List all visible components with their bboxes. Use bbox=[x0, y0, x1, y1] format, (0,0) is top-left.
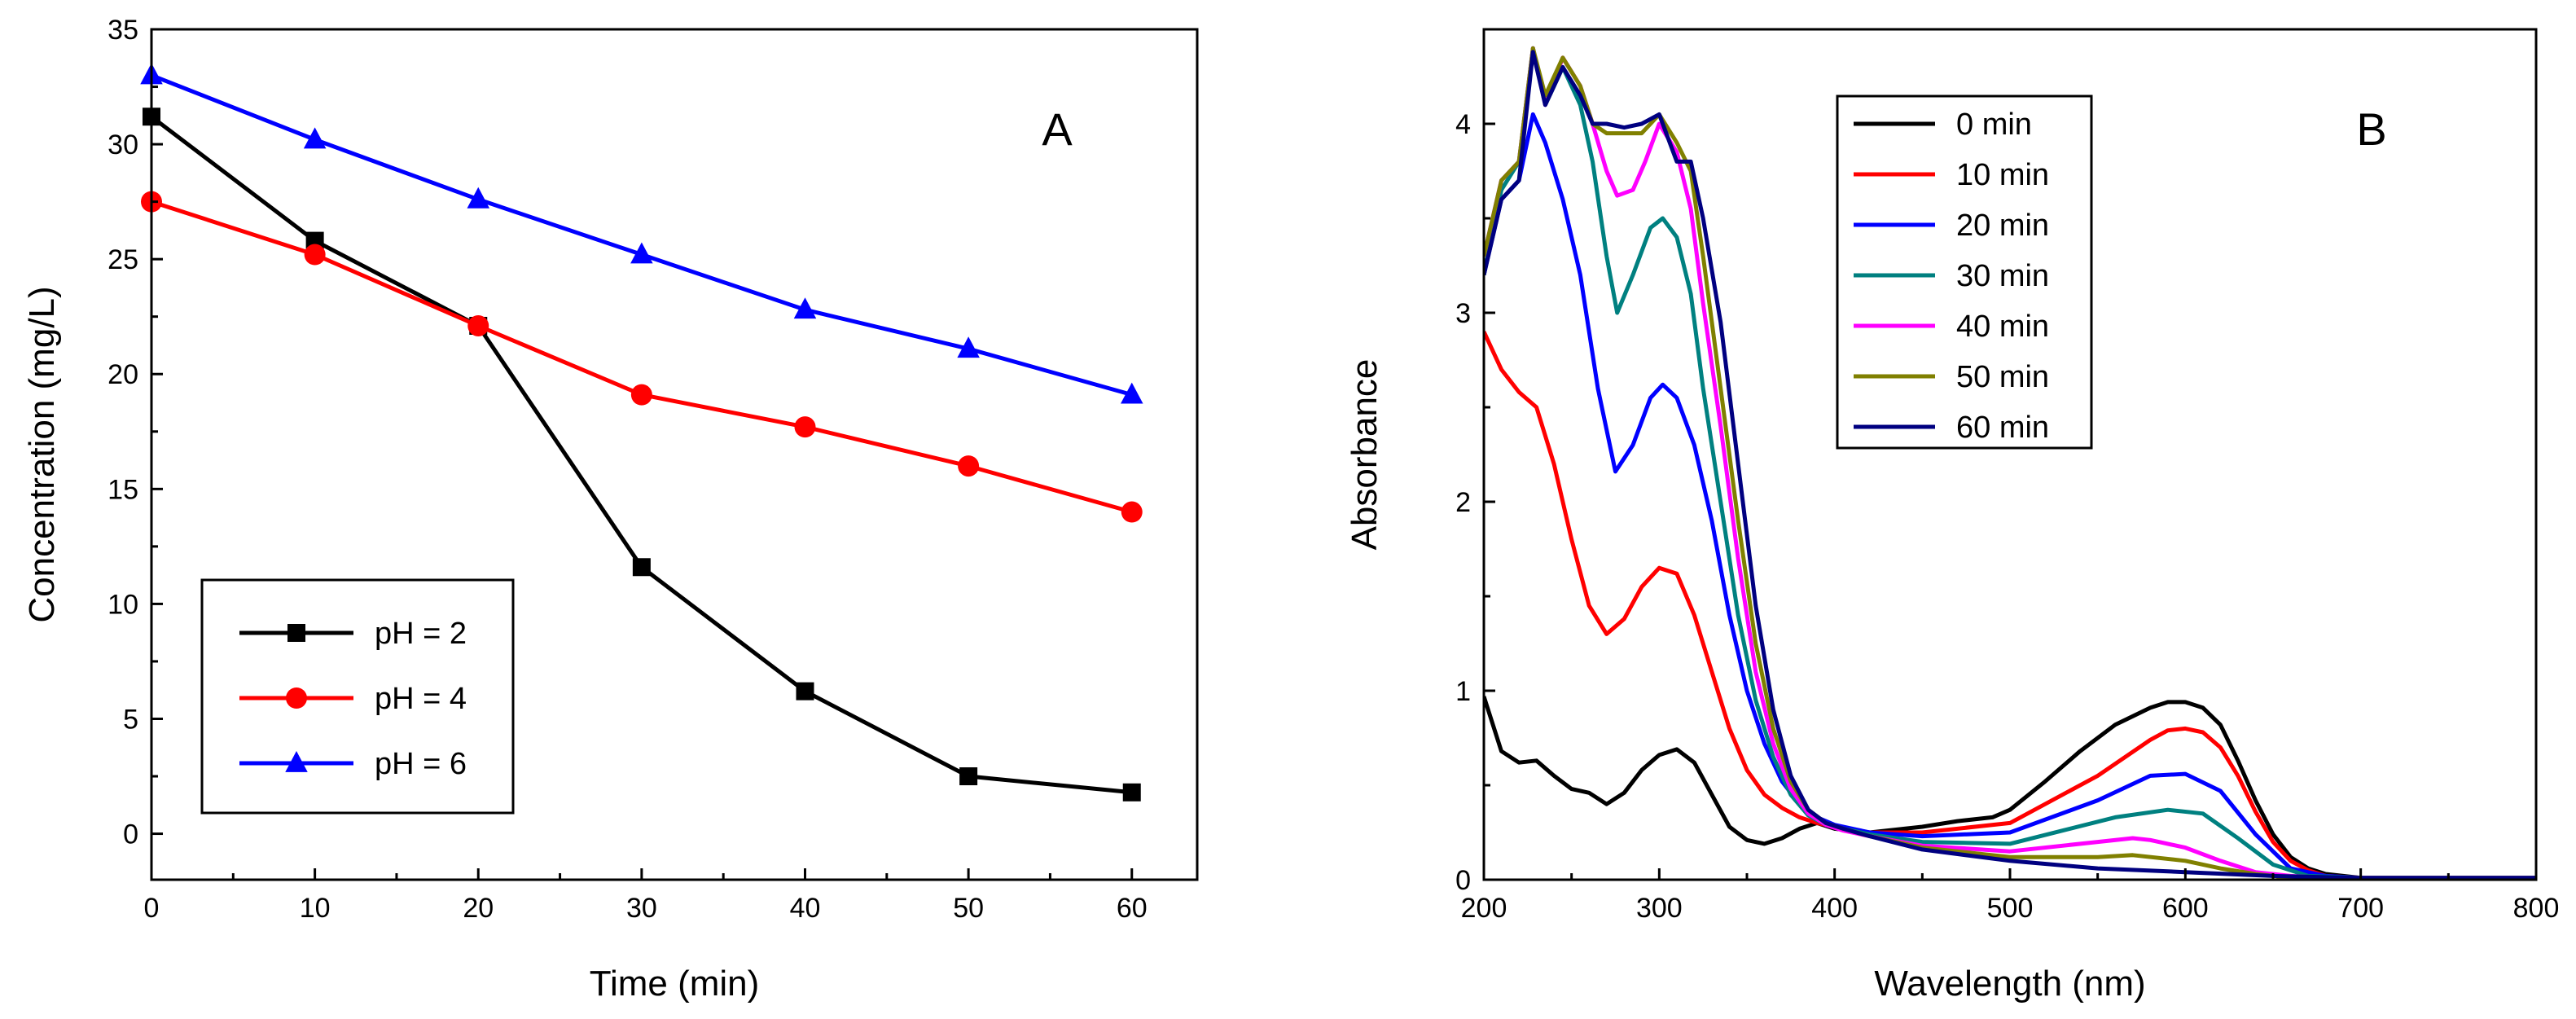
panel-a-legend: pH = 2 pH = 4 pH = 6 bbox=[200, 578, 515, 815]
a-point-ph-6 bbox=[467, 187, 489, 209]
b-series-line-20-min bbox=[1484, 112, 2536, 880]
a-legend-marker-ph-4 bbox=[286, 687, 307, 709]
a-point-ph-4 bbox=[304, 244, 326, 266]
a-point-ph-2 bbox=[1122, 783, 1141, 802]
b-legend-label-30-min: 30 min bbox=[1956, 259, 2049, 293]
a-legend-marker-ph-2 bbox=[287, 624, 305, 642]
panel-a-letter: A bbox=[1042, 103, 1073, 155]
a-legend-marker-ph-6 bbox=[285, 750, 308, 772]
a-y-tick-label: 0 bbox=[123, 819, 138, 850]
a-point-ph-6 bbox=[1121, 382, 1143, 404]
panel-b-chart: 200 300 400 500 600 700 800 0 1 2 3 4 Wavelength (… bbox=[1345, 28, 2560, 1004]
b-legend-label-50-min: 50 min bbox=[1956, 360, 2049, 394]
panel-b-legend: 0 min 10 min 20 min 30 min 40 min 50 min 60 mi… bbox=[1836, 94, 2093, 450]
b-legend-label-60-min: 60 min bbox=[1956, 411, 2049, 445]
b-y-tick-label: 2 bbox=[1455, 487, 1471, 518]
a-point-ph-4 bbox=[467, 314, 489, 336]
a-legend-label-ph-4: pH = 4 bbox=[375, 682, 467, 716]
b-series-line-60-min bbox=[1484, 50, 2536, 880]
a-y-tick-label: 15 bbox=[108, 474, 138, 505]
b-y-tick-label: 4 bbox=[1455, 109, 1471, 140]
b-legend-label-40-min: 40 min bbox=[1956, 310, 2049, 344]
b-x-tick-label: 600 bbox=[2162, 893, 2209, 924]
a-x-tick-label: 10 bbox=[300, 893, 331, 924]
a-x-tick-label: 60 bbox=[1117, 893, 1148, 924]
a-point-ph-6 bbox=[630, 242, 653, 264]
b-legend-label-0-min: 0 min bbox=[1956, 108, 2032, 142]
b-series-line-30-min bbox=[1484, 46, 2536, 880]
a-y-tick-label: 35 bbox=[108, 15, 138, 46]
panel-a-y-axis-label: Concentration (mg/L) bbox=[22, 286, 62, 622]
b-x-tick-label: 500 bbox=[1987, 893, 2034, 924]
a-point-ph-4 bbox=[794, 416, 816, 438]
b-legend-label-20-min: 20 min bbox=[1956, 209, 2049, 243]
a-x-tick-label: 40 bbox=[790, 893, 821, 924]
b-y-tick-label: 1 bbox=[1455, 676, 1471, 707]
a-legend-label-ph-2: pH = 2 bbox=[375, 617, 467, 651]
b-x-tick-label: 200 bbox=[1461, 893, 1507, 924]
b-y-tick-label: 0 bbox=[1455, 865, 1471, 896]
a-point-ph-4 bbox=[630, 384, 652, 406]
a-point-ph-2 bbox=[632, 558, 651, 577]
a-point-ph-6 bbox=[303, 127, 327, 149]
a-y-tick-label: 5 bbox=[123, 704, 138, 735]
b-x-tick-label: 700 bbox=[2337, 893, 2384, 924]
a-x-tick-label: 30 bbox=[626, 893, 657, 924]
b-legend-label-10-min: 10 min bbox=[1956, 158, 2049, 192]
a-point-ph-4 bbox=[958, 455, 980, 477]
a-series-line-ph-6 bbox=[151, 73, 1133, 397]
b-series-line-50-min bbox=[1484, 46, 2536, 880]
b-series-line-10-min bbox=[1484, 331, 2536, 880]
panel-b-y-axis-label: Absorbance bbox=[1345, 359, 1385, 551]
a-point-ph-6 bbox=[793, 297, 817, 319]
a-point-ph-6 bbox=[957, 336, 980, 358]
a-y-tick-label: 20 bbox=[108, 359, 138, 390]
a-legend-label-ph-6: pH = 6 bbox=[375, 747, 467, 781]
b-x-tick-label: 300 bbox=[1636, 893, 1683, 924]
a-y-tick-label: 30 bbox=[108, 130, 138, 160]
panel-b-x-axis-label: Wavelength (nm) bbox=[1874, 964, 2145, 1004]
b-y-tick-label: 3 bbox=[1455, 298, 1471, 329]
a-point-ph-2 bbox=[959, 767, 978, 786]
panel-a-plot-frame bbox=[150, 28, 1199, 881]
a-x-tick-label: 50 bbox=[953, 893, 984, 924]
panel-b-letter: B bbox=[2356, 103, 2386, 155]
a-point-ph-4 bbox=[1121, 501, 1143, 523]
a-x-tick-label: 0 bbox=[144, 893, 160, 924]
b-x-tick-label: 800 bbox=[2513, 893, 2560, 924]
panel-a-x-axis-label: Time (min) bbox=[590, 964, 760, 1004]
panel-b-legend-frame bbox=[1836, 94, 2093, 450]
a-y-tick-label: 25 bbox=[108, 244, 138, 275]
a-y-tick-label: 10 bbox=[108, 589, 138, 620]
a-point-ph-2 bbox=[796, 682, 814, 701]
a-x-tick-label: 20 bbox=[463, 893, 494, 924]
b-x-tick-label: 400 bbox=[1811, 893, 1858, 924]
